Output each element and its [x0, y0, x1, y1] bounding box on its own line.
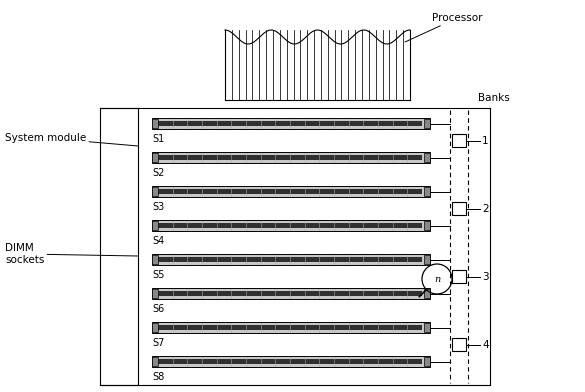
Text: S6: S6: [152, 304, 164, 314]
Bar: [452, 338, 466, 351]
Bar: [152, 288, 430, 299]
Bar: [152, 153, 158, 162]
Bar: [152, 120, 158, 128]
Text: S7: S7: [152, 338, 164, 348]
Bar: [152, 289, 158, 298]
Text: Banks: Banks: [478, 93, 510, 103]
Bar: [424, 323, 430, 332]
Text: S2: S2: [152, 168, 164, 178]
Bar: [158, 325, 422, 330]
Bar: [152, 187, 158, 196]
Text: n: n: [434, 274, 440, 283]
Text: 2: 2: [482, 203, 488, 214]
Bar: [158, 257, 422, 262]
Bar: [424, 255, 430, 264]
Text: S3: S3: [152, 202, 164, 212]
Bar: [424, 358, 430, 366]
Text: 4: 4: [482, 339, 488, 350]
Text: S1: S1: [152, 134, 164, 144]
Bar: [152, 221, 158, 230]
Bar: [152, 220, 430, 231]
Bar: [152, 118, 430, 129]
Bar: [152, 152, 430, 163]
Text: Processor: Processor: [405, 13, 483, 42]
Bar: [452, 134, 466, 147]
Bar: [152, 323, 158, 332]
Bar: [152, 186, 430, 197]
Text: DIMM
sockets: DIMM sockets: [5, 243, 138, 265]
Text: System module: System module: [5, 133, 138, 146]
Bar: [424, 120, 430, 128]
Bar: [152, 254, 430, 265]
Bar: [152, 356, 430, 367]
Bar: [158, 291, 422, 296]
Bar: [424, 153, 430, 162]
Bar: [158, 121, 422, 126]
Bar: [452, 270, 466, 283]
Bar: [424, 221, 430, 230]
Bar: [452, 202, 466, 215]
Text: S4: S4: [152, 236, 164, 246]
Bar: [152, 255, 158, 264]
Text: 3: 3: [482, 272, 488, 281]
Text: 1: 1: [482, 136, 488, 145]
Bar: [424, 289, 430, 298]
Bar: [424, 187, 430, 196]
Bar: [152, 322, 430, 333]
Text: S5: S5: [152, 270, 164, 280]
Bar: [152, 358, 158, 366]
Bar: [158, 359, 422, 364]
Bar: [158, 155, 422, 160]
Bar: [158, 223, 422, 228]
Text: S8: S8: [152, 372, 164, 382]
Bar: [158, 189, 422, 194]
